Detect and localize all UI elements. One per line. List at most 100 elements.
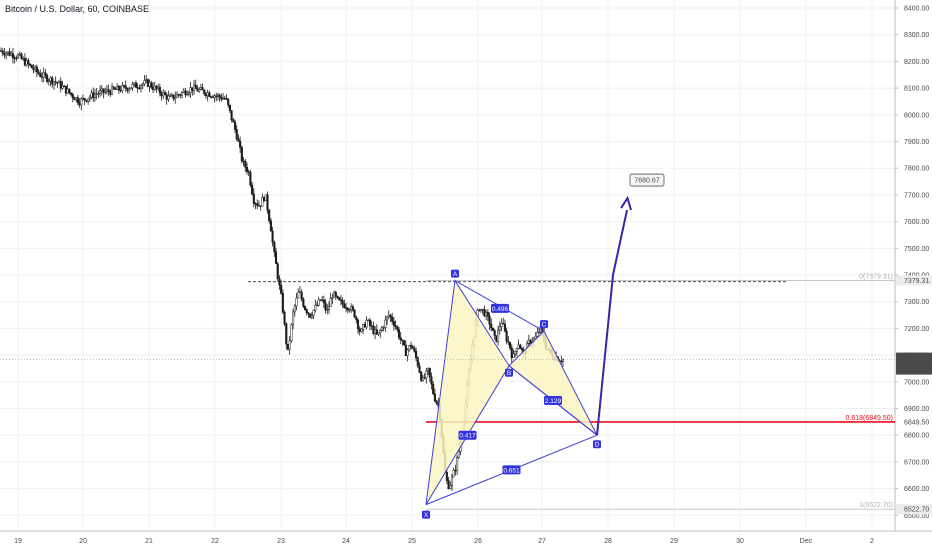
pattern-point-label: A — [453, 271, 458, 278]
candle-body — [334, 291, 337, 297]
candle-body — [211, 96, 214, 98]
candle-body — [298, 291, 301, 293]
y-tick-label: 7600.00 — [904, 219, 929, 226]
candle-body — [269, 220, 272, 232]
candle-body — [54, 81, 57, 83]
candle-body — [387, 314, 390, 318]
candle-body — [252, 193, 255, 204]
candle-body — [187, 92, 190, 95]
candle-body — [34, 66, 37, 70]
candle-body — [13, 57, 16, 59]
candle-body — [363, 324, 366, 328]
candle-body — [160, 92, 163, 97]
candle-body — [430, 376, 433, 385]
candle-body — [286, 343, 290, 350]
candle-body — [32, 67, 35, 70]
candle-body — [309, 313, 312, 318]
y-tick-label: 7300.00 — [904, 299, 929, 306]
pattern-point-label: X — [424, 512, 429, 519]
candle-body — [81, 98, 85, 100]
candle-body — [295, 297, 298, 307]
y-tick-label: 7900.00 — [904, 139, 929, 146]
candle-body — [22, 58, 25, 60]
candle-body — [257, 205, 260, 207]
pattern-point-marker — [540, 320, 548, 329]
candle-body — [227, 98, 230, 106]
candle-body — [510, 347, 513, 359]
candle-body — [116, 85, 119, 90]
target-projection-arrow — [596, 209, 628, 436]
target-arrowhead — [620, 195, 632, 211]
candle-body — [15, 57, 18, 59]
candle-body — [380, 327, 383, 331]
candle-body — [201, 87, 204, 91]
candle-body — [503, 323, 506, 332]
candle-body — [136, 87, 139, 89]
candle-body — [374, 329, 377, 334]
candle-body — [71, 94, 74, 98]
candle-body — [321, 299, 324, 301]
candle-body — [254, 203, 257, 205]
candle-body — [271, 230, 274, 243]
candle-body — [66, 88, 69, 94]
candle-body — [490, 323, 493, 329]
candle-body — [420, 372, 423, 381]
candle-body — [23, 58, 26, 66]
candle-body — [228, 104, 231, 111]
x-tick-label: 24 — [342, 538, 350, 545]
candle-body — [315, 304, 319, 307]
candle-body — [134, 82, 137, 88]
candle-body — [179, 94, 182, 96]
candle-body — [129, 87, 132, 90]
candle-body — [52, 81, 56, 85]
fib-axis-price: 6522.70 — [904, 507, 929, 514]
candle-body — [85, 99, 88, 102]
x-tick-label: Dec — [800, 538, 813, 545]
candle-body — [427, 367, 430, 372]
candle-body — [42, 72, 45, 78]
candle-body — [370, 325, 373, 327]
candle-body — [483, 309, 486, 317]
candle-body — [452, 469, 455, 478]
candle-body — [76, 97, 79, 104]
candle-body — [47, 80, 50, 82]
candle-body — [172, 94, 175, 100]
candle-body — [0, 50, 3, 52]
candle-body — [244, 160, 247, 168]
candle-body — [133, 82, 136, 85]
candle-body — [314, 304, 317, 311]
fib-axis-tag — [896, 504, 932, 515]
candle-body — [454, 469, 457, 472]
candle-body — [61, 85, 64, 89]
candle-body — [409, 345, 413, 347]
candle-body — [345, 307, 348, 309]
candle-body — [184, 90, 187, 96]
candle-body — [375, 329, 378, 335]
candle-body — [355, 316, 358, 321]
x-tick-label: 22 — [211, 538, 219, 545]
candle-body — [479, 308, 483, 312]
candle-body — [8, 51, 11, 56]
candle-body — [35, 66, 38, 73]
candle-body — [220, 96, 223, 100]
x-tick-label: 21 — [145, 538, 153, 545]
candle-body — [51, 77, 54, 85]
candle-body — [379, 330, 382, 333]
candle-body — [505, 330, 508, 342]
y-tick-label: 6500.00 — [904, 513, 929, 520]
candle-body — [478, 309, 481, 312]
y-tick-label: 8400.00 — [904, 6, 929, 13]
candle-body — [189, 87, 192, 93]
candle-body — [39, 73, 42, 77]
candle-body — [182, 90, 185, 93]
candle-body — [447, 480, 450, 489]
candle-body — [112, 86, 115, 90]
candle-body — [58, 81, 61, 84]
candle-body — [485, 311, 488, 317]
candle-body — [404, 344, 407, 357]
pattern-point-label: B — [507, 370, 511, 377]
candle-body — [222, 97, 225, 100]
candle-body — [413, 348, 416, 352]
